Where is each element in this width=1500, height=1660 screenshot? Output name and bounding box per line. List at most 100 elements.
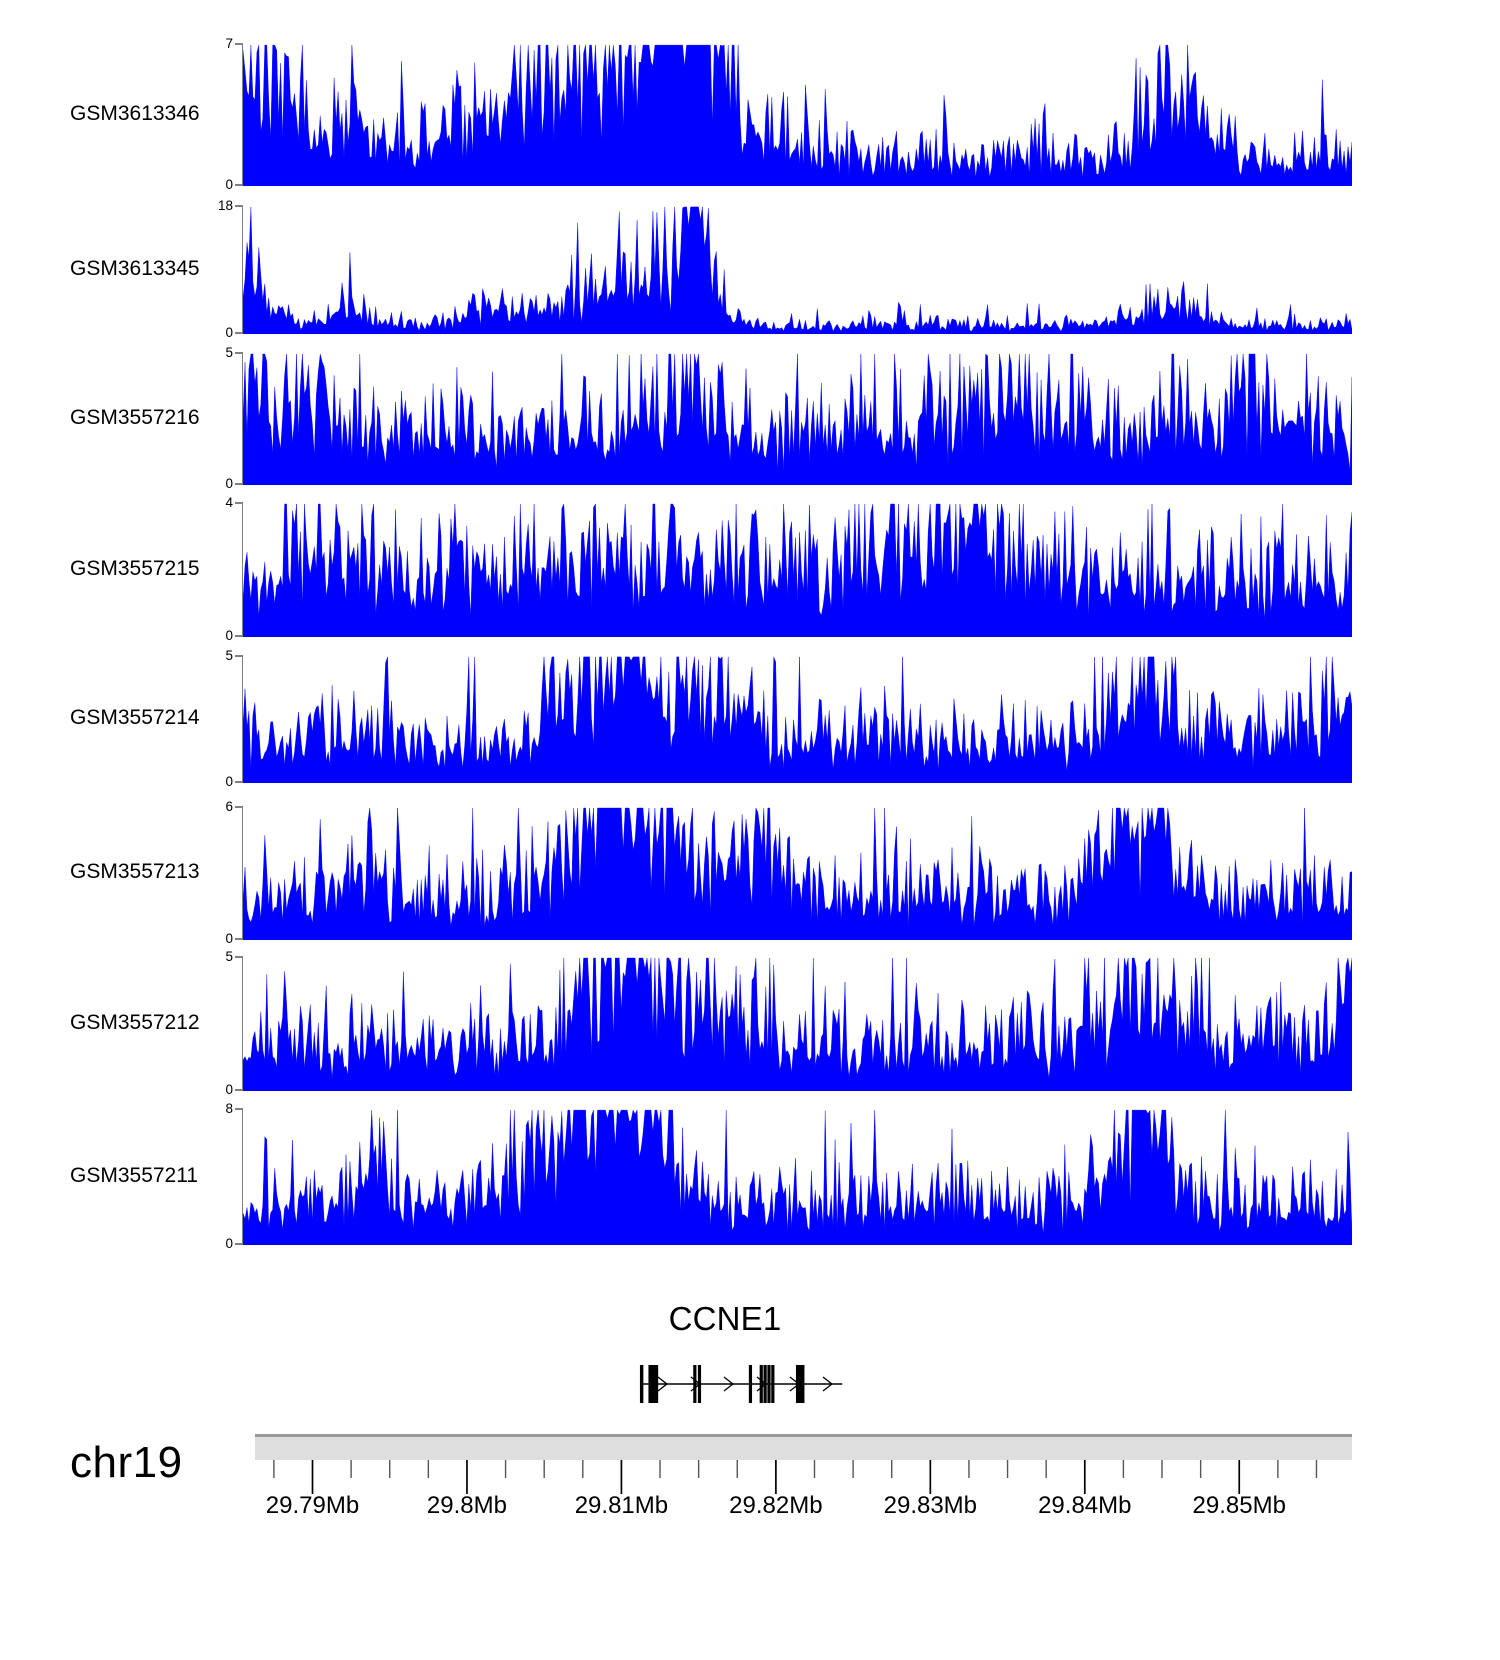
gene-label: CCNE1: [0, 1300, 1500, 1338]
y-axis-tick-label: 6: [225, 799, 233, 814]
y-axis-tick-label: 8: [225, 1101, 233, 1116]
y-axis-tick: [235, 956, 244, 958]
y-axis-tick: [235, 655, 244, 657]
y-axis-tick: [235, 483, 244, 485]
signal-area: [243, 353, 1352, 485]
y-axis-tick: [235, 502, 244, 504]
signal-plot: [243, 352, 1352, 485]
y-axis-tick-label: 0: [225, 774, 233, 789]
y-axis-spine: [242, 205, 244, 334]
y-axis-tick-label: 4: [225, 495, 233, 510]
gene-model-svg: [639, 1365, 843, 1403]
track-label-gsm3557215: GSM3557215: [70, 556, 200, 580]
track-label-gsm3557213: GSM3557213: [70, 860, 200, 883]
axis-tick-label: 29.81Mb: [574, 1492, 669, 1519]
axis-tick-label: 29.83Mb: [883, 1492, 978, 1519]
signal-plot: [243, 806, 1352, 940]
axis-tick-label: 29.79Mb: [265, 1492, 360, 1519]
y-axis-spine: [242, 956, 244, 1091]
ideogram-bar: [255, 1434, 1352, 1460]
signal-area: [243, 957, 1352, 1091]
coverage-track: GSM3613345 18 0: [0, 199, 1500, 339]
strand-arrow-icon: [657, 1376, 669, 1392]
y-axis-tick: [235, 1243, 244, 1245]
axis-ticks-svg: [273, 1460, 1318, 1494]
axis-tick-label: 29.82Mb: [729, 1492, 823, 1519]
coverage-track: GSM3557211 8 0: [0, 1102, 1500, 1250]
track-label-gsm3557216: GSM3557216: [70, 405, 200, 429]
y-axis-tick: [235, 781, 244, 783]
gene-model-track: CCNE1: [0, 1300, 1500, 1415]
y-axis-tick-label: 0: [225, 1082, 233, 1097]
axis-tick-label: 29.85Mb: [1192, 1492, 1286, 1519]
coverage-track: GSM3557213 6 0: [0, 800, 1500, 945]
y-axis-tick: [235, 332, 244, 334]
y-axis-tick-label: 0: [225, 177, 233, 192]
signal-area: [243, 206, 1352, 334]
y-axis-tick-label: 0: [225, 325, 233, 340]
y-axis-spine: [242, 806, 244, 940]
y-axis-tick: [235, 352, 244, 354]
gene-exon: [759, 1365, 763, 1403]
y-axis-tick: [235, 1089, 244, 1091]
gene-exon: [693, 1365, 697, 1403]
gene-exon: [767, 1365, 771, 1403]
gene-label-text: CCNE1: [668, 1300, 782, 1337]
y-axis-tick-label: 7: [225, 36, 233, 51]
signal-plot: [243, 1108, 1352, 1245]
gene-exon: [697, 1365, 702, 1403]
coverage-track: GSM3557216 5 0: [0, 346, 1500, 490]
y-axis: 18 0: [218, 199, 246, 339]
signal-area: [243, 503, 1352, 637]
y-axis-tick: [235, 806, 244, 808]
gene-exon: [639, 1365, 644, 1403]
y-axis-tick-label: 0: [225, 476, 233, 491]
y-axis-spine: [242, 655, 244, 783]
axis-tick-label: 29.8Mb: [426, 1492, 507, 1519]
coverage-track: GSM3557212 5 0: [0, 950, 1500, 1096]
y-axis-tick-label: 18: [217, 198, 233, 213]
y-axis-tick-label: 0: [225, 931, 233, 946]
gene-exon: [748, 1365, 753, 1403]
gene-exon: [795, 1365, 805, 1403]
chromosome-label: chr19: [70, 1438, 183, 1487]
y-axis-tick-label: 0: [225, 628, 233, 643]
track-label-gsm3613346: GSM3613346: [70, 101, 200, 125]
gene-exon: [650, 1365, 654, 1403]
y-axis-tick-label: 5: [225, 648, 233, 663]
y-axis-spine: [242, 43, 244, 186]
y-axis-tick-label: 0: [225, 1236, 233, 1251]
chromosome-axis-track: chr19 29.79Mb 29.8Mb 29.81Mb 29.82Mb 29.83Mb…: [0, 1420, 1500, 1610]
gene-exon: [763, 1365, 767, 1403]
y-axis-spine: [242, 502, 244, 637]
gene-exon: [648, 1365, 652, 1403]
track-label-gsm3557214: GSM3557214: [70, 706, 200, 729]
y-axis-tick-label: 5: [225, 345, 233, 360]
signal-area: [243, 656, 1352, 783]
coverage-track: GSM3557214 5 0: [0, 649, 1500, 788]
gene-exon: [771, 1365, 775, 1403]
signal-area: [243, 44, 1352, 186]
y-axis-tick: [235, 938, 244, 940]
signal-area: [243, 1109, 1352, 1245]
y-axis-tick: [235, 1108, 244, 1110]
signal-plot: [243, 205, 1352, 334]
signal-plot: [243, 956, 1352, 1091]
strand-arrow-icon: [822, 1376, 834, 1392]
signal-plot: [243, 655, 1352, 783]
axis-tick-label: 29.84Mb: [1038, 1492, 1132, 1519]
coverage-track: GSM3557215 4 0: [0, 496, 1500, 642]
axis-tick-labels: 29.79Mb 29.8Mb 29.81Mb 29.82Mb 29.83Mb 29.84M…: [0, 1492, 1500, 1532]
strand-arrow-icon: [723, 1376, 735, 1392]
y-axis-tick: [235, 43, 244, 45]
track-label-gsm3557212: GSM3557212: [70, 1010, 200, 1034]
signal-area: [243, 807, 1352, 940]
track-label-gsm3557211: GSM3557211: [70, 1163, 199, 1187]
